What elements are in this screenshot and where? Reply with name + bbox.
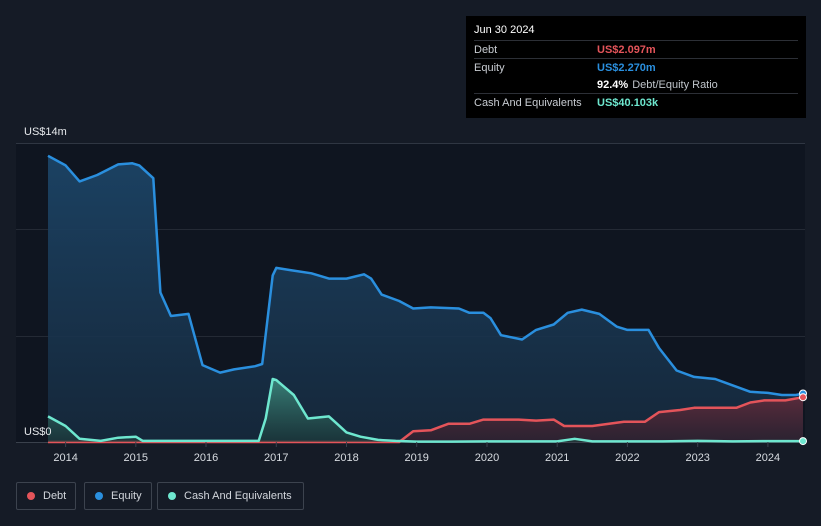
tooltip-cash-row: Cash And Equivalents US$40.103k bbox=[474, 93, 798, 111]
tooltip-cash-value: US$40.103k bbox=[597, 96, 659, 109]
legend-equity-label: Equity bbox=[111, 490, 142, 502]
x-tick-label-2016: 2016 bbox=[194, 452, 218, 464]
x-tick-label-2021: 2021 bbox=[545, 452, 569, 464]
cash-dot-icon bbox=[168, 492, 176, 500]
cash-line bbox=[47, 377, 803, 443]
equity-line bbox=[47, 154, 804, 397]
debt-end-marker bbox=[799, 393, 807, 402]
legend-item-cash[interactable]: Cash And Equivalents bbox=[157, 482, 304, 510]
x-tick-label-2014: 2014 bbox=[53, 452, 77, 464]
legend-debt-label: Debt bbox=[43, 490, 67, 502]
y-axis-top-label: US$14m bbox=[24, 126, 67, 138]
legend-item-equity[interactable]: Equity bbox=[84, 482, 152, 510]
x-tick-label-2023: 2023 bbox=[685, 452, 709, 464]
x-tick-label-2019: 2019 bbox=[404, 452, 428, 464]
x-tick-label-2015: 2015 bbox=[124, 452, 148, 464]
x-tick-label-2017: 2017 bbox=[264, 452, 288, 464]
debt-area bbox=[48, 397, 803, 442]
tooltip-debt-label: Debt bbox=[474, 43, 498, 56]
tooltip-debt-row: Debt US$2.097m bbox=[474, 40, 798, 58]
legend-cash-label: Cash And Equivalents bbox=[184, 490, 292, 502]
debt-dot-icon bbox=[27, 492, 35, 500]
tooltip-ratio-value: 92.4% bbox=[597, 78, 629, 91]
tooltip-debt-value: US$2.097m bbox=[597, 43, 656, 56]
cash-end-marker bbox=[799, 437, 807, 446]
x-tick-label-2020: 2020 bbox=[475, 452, 499, 464]
tooltip-panel: Jun 30 2024 Debt US$2.097m Equity US$2.2… bbox=[466, 16, 806, 118]
x-tick-label-2024: 2024 bbox=[756, 452, 780, 464]
tooltip-ratio-row: 92.4% Debt/Equity Ratio bbox=[474, 76, 798, 93]
x-tick-label-2018: 2018 bbox=[334, 452, 358, 464]
x-tick-label-2022: 2022 bbox=[615, 452, 639, 464]
tooltip-equity-value: US$2.270m bbox=[597, 61, 656, 74]
tooltip-ratio-label: Debt/Equity Ratio bbox=[632, 78, 718, 91]
equity-area bbox=[48, 155, 803, 443]
y-axis-bottom-label: US$0 bbox=[24, 426, 52, 438]
tooltip-cash-label: Cash And Equivalents bbox=[474, 96, 582, 109]
tooltip-equity-label: Equity bbox=[474, 61, 505, 74]
equity-dot-icon bbox=[95, 492, 103, 500]
tooltip-date: Jun 30 2024 bbox=[474, 24, 535, 36]
debt-line bbox=[48, 395, 804, 444]
tooltip-equity-row: Equity US$2.270m bbox=[474, 58, 798, 76]
legend-item-debt[interactable]: Debt bbox=[16, 482, 76, 510]
